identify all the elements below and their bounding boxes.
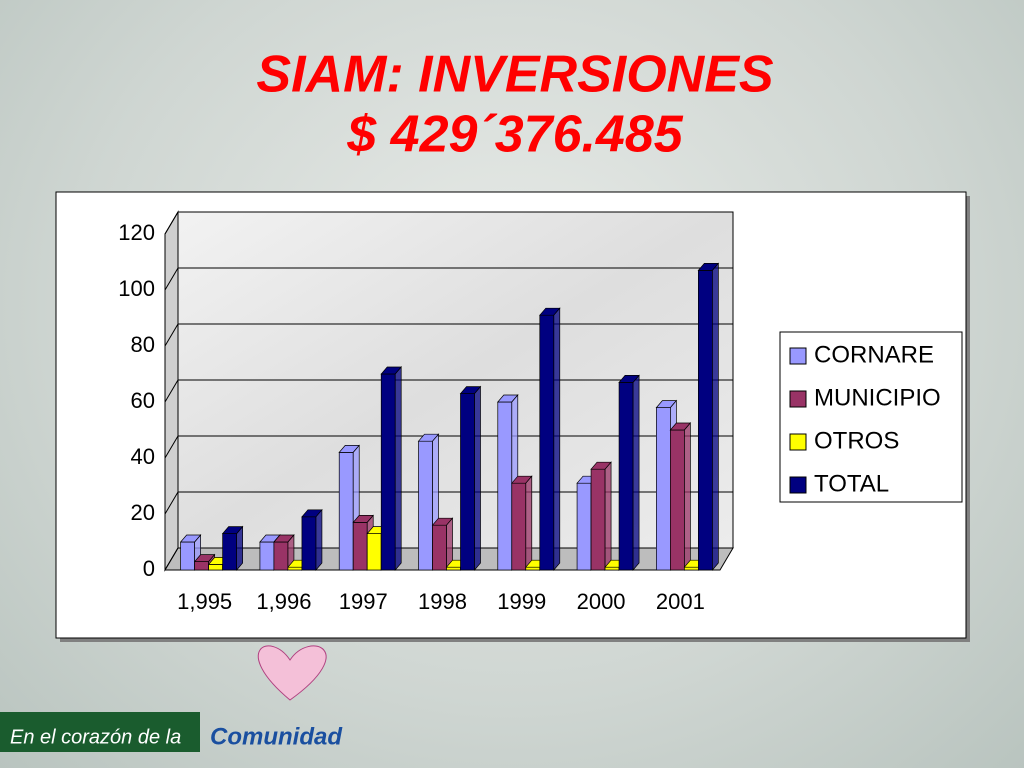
y-tick-label: 80	[131, 332, 155, 357]
heart-logo	[257, 645, 327, 701]
bar-front	[338, 452, 354, 571]
subtitle: $ 429´376.485	[346, 106, 683, 164]
bar-front	[684, 566, 699, 571]
legend-swatch	[789, 390, 807, 408]
bar-side	[474, 385, 481, 571]
bar-front	[656, 407, 671, 571]
bar	[511, 475, 533, 571]
bar-front	[698, 270, 713, 571]
bar	[301, 508, 323, 571]
bar-side	[712, 262, 719, 571]
bar-side	[632, 374, 640, 571]
y-tick-label: 120	[118, 220, 155, 245]
legend-label: TOTAL	[814, 470, 889, 497]
bar-side	[684, 422, 691, 571]
bar	[273, 534, 295, 571]
legend	[779, 331, 963, 503]
bar	[459, 385, 482, 571]
bar-front	[590, 468, 606, 571]
bar-front	[194, 561, 209, 571]
bar-front	[418, 440, 433, 571]
bar-front	[511, 482, 527, 571]
bar-front	[208, 564, 223, 571]
bar	[221, 525, 244, 571]
bar	[590, 461, 612, 571]
bar-front	[497, 401, 513, 571]
bar	[431, 517, 454, 571]
bar-front	[366, 533, 382, 571]
bar-front	[352, 522, 368, 571]
legend-swatch	[789, 347, 807, 365]
bar-front	[618, 382, 634, 571]
x-tick-label: 1,995	[177, 589, 232, 614]
bar-front	[380, 373, 396, 571]
legend-swatch	[789, 433, 807, 451]
y-tick-label: 0	[143, 556, 155, 581]
bar-front	[259, 541, 275, 571]
x-tick-label: 1998	[418, 589, 467, 614]
legend-label: MUNICIPIO	[814, 384, 941, 411]
bar-front	[525, 566, 541, 571]
legend-label: CORNARE	[814, 341, 934, 368]
y-tick-label: 20	[131, 500, 155, 525]
x-tick-label: 1,996	[256, 589, 311, 614]
bar-side	[525, 475, 533, 571]
bar-front	[576, 482, 592, 571]
bar-front	[460, 393, 475, 571]
bar-front	[432, 524, 447, 571]
bar	[380, 366, 402, 571]
footer-brand: Comunidad	[210, 723, 343, 750]
x-tick-label: 1999	[497, 589, 546, 614]
grid-line	[164, 267, 733, 291]
footer-text: En el corazón de la	[10, 726, 181, 748]
bar-side	[315, 508, 323, 571]
bar-front	[670, 429, 685, 571]
grid-line	[164, 211, 733, 235]
bar	[539, 307, 561, 571]
bar-side	[553, 307, 561, 571]
bar-side	[236, 525, 243, 571]
bar-front	[273, 541, 289, 571]
bar-front	[287, 566, 303, 571]
x-tick-label: 2000	[577, 589, 626, 614]
footer-band	[0, 712, 200, 752]
legend-label: OTROS	[814, 427, 899, 454]
bar-front	[604, 566, 620, 571]
bar-front	[446, 566, 461, 571]
bar	[669, 422, 692, 571]
bar-front	[301, 516, 317, 571]
y-tick-label: 40	[131, 444, 155, 469]
bar-front	[222, 533, 237, 571]
bar-front	[539, 314, 555, 571]
bar	[697, 262, 720, 571]
legend-swatch	[789, 476, 807, 494]
bar	[618, 374, 640, 571]
title: SIAM: INVERSIONES	[256, 46, 773, 104]
bar-side	[394, 366, 402, 571]
y-tick-label: 60	[131, 388, 155, 413]
y-tick-label: 100	[118, 276, 155, 301]
bar-side	[604, 461, 612, 571]
bar-front	[180, 541, 195, 571]
x-tick-label: 1997	[339, 589, 388, 614]
x-tick-label: 2001	[656, 589, 705, 614]
